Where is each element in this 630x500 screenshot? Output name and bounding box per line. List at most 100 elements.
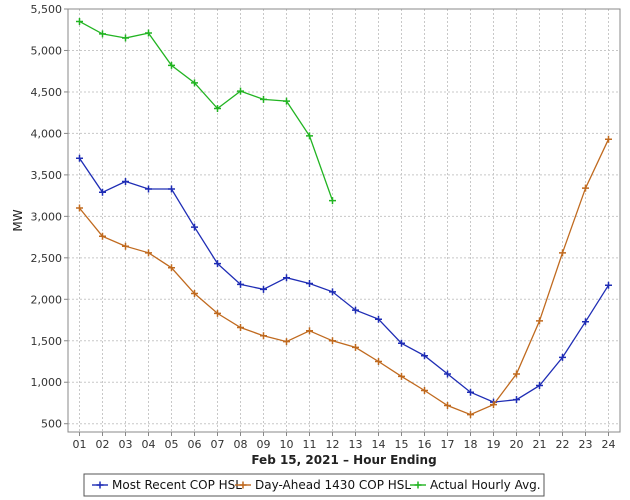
x-tick-label: 03 <box>119 438 133 451</box>
x-tick-label: 19 <box>487 438 501 451</box>
x-tick-label: 21 <box>533 438 547 451</box>
data-point <box>214 309 221 317</box>
y-tick-label: 1,500 <box>31 335 63 348</box>
data-point <box>329 197 336 205</box>
x-tick-label: 05 <box>165 438 179 451</box>
x-tick-label: 23 <box>579 438 593 451</box>
data-point <box>513 370 520 378</box>
data-point <box>283 338 290 346</box>
data-point <box>283 274 290 282</box>
data-point <box>329 288 336 296</box>
y-tick-label: 2,500 <box>31 252 63 265</box>
legend-item: Actual Hourly Avg. <box>410 478 541 492</box>
data-point <box>76 154 83 162</box>
data-point <box>306 280 313 288</box>
data-point <box>352 306 359 314</box>
data-point <box>605 135 612 143</box>
y-tick-label: 1,000 <box>31 376 63 389</box>
x-tick-label: 07 <box>211 438 225 451</box>
data-point <box>513 396 520 404</box>
data-point <box>536 317 543 325</box>
y-tick-label: 3,000 <box>31 210 63 223</box>
data-point <box>306 132 313 140</box>
data-point <box>145 185 152 193</box>
data-point <box>145 29 152 37</box>
plot-area <box>68 9 620 432</box>
data-point <box>260 285 267 293</box>
x-tick-label: 12 <box>326 438 340 451</box>
data-point <box>421 352 428 360</box>
legend-label: Actual Hourly Avg. <box>430 478 541 492</box>
data-point <box>444 401 451 409</box>
y-tick-label: 4,000 <box>31 127 63 140</box>
data-point <box>582 318 589 326</box>
x-tick-label: 02 <box>96 438 110 451</box>
data-point <box>122 178 129 186</box>
data-point <box>398 372 405 380</box>
legend-item: Day-Ahead 1430 COP HSL <box>235 478 411 492</box>
data-point <box>444 370 451 378</box>
data-point <box>467 388 474 396</box>
data-point <box>214 105 221 113</box>
x-axis-label: Feb 15, 2021 – Hour Ending <box>251 453 436 467</box>
x-tick-label: 01 <box>73 438 87 451</box>
x-tick-label: 15 <box>395 438 409 451</box>
data-point <box>145 249 152 257</box>
data-point <box>490 401 497 409</box>
data-point <box>375 315 382 323</box>
data-point <box>168 61 175 69</box>
x-tick-label: 18 <box>464 438 478 451</box>
y-tick-label: 4,500 <box>31 86 63 99</box>
data-point <box>191 223 198 231</box>
legend-swatch-marker <box>96 481 104 489</box>
x-tick-label: 17 <box>441 438 455 451</box>
y-tick-label: 5,500 <box>31 3 63 16</box>
x-tick-label: 14 <box>372 438 386 451</box>
y-tick-label: 2,000 <box>31 293 63 306</box>
y-axis-ticks: 500 1,000 1,500 2,000 2,500 3,000 3,500 4,000 4,… <box>31 3 68 431</box>
series-2 <box>76 135 612 419</box>
legend-swatch-marker <box>414 481 422 489</box>
data-point <box>76 17 83 25</box>
x-tick-label: 24 <box>602 438 616 451</box>
data-point <box>214 260 221 268</box>
data-point <box>467 411 474 419</box>
x-tick-label: 20 <box>510 438 524 451</box>
data-point <box>122 242 129 250</box>
legend-label: Most Recent COP HSL <box>112 478 242 492</box>
data-point <box>421 387 428 395</box>
series-line <box>78 157 610 403</box>
data-point <box>76 204 83 212</box>
data-point <box>168 185 175 193</box>
legend-box <box>83 473 545 497</box>
y-tick-label: 5,000 <box>31 44 63 57</box>
data-point <box>237 280 244 288</box>
data-point <box>329 337 336 345</box>
series-line <box>79 20 334 201</box>
data-point <box>605 281 612 289</box>
x-tick-label: 09 <box>257 438 271 451</box>
data-point <box>283 97 290 105</box>
y-tick-label: 3,500 <box>31 169 63 182</box>
legend-item: Most Recent COP HSL <box>92 478 242 492</box>
x-tick-label: 04 <box>142 438 156 451</box>
legend-label: Day-Ahead 1430 COP HSL <box>255 478 411 492</box>
y-axis-label: MW <box>11 209 25 231</box>
data-point <box>582 184 589 192</box>
series-line <box>78 138 610 416</box>
x-tick-label: 13 <box>349 438 363 451</box>
data-point <box>168 264 175 272</box>
y-tick-label: 500 <box>41 418 62 431</box>
data-point <box>398 339 405 347</box>
x-tick-label: 22 <box>556 438 570 451</box>
series-1 <box>76 154 612 406</box>
data-point <box>306 327 313 335</box>
data-point <box>536 382 543 390</box>
data-point <box>191 289 198 297</box>
data-point <box>237 87 244 95</box>
x-tick-label: 08 <box>234 438 248 451</box>
x-tick-label: 11 <box>303 438 317 451</box>
legend-swatch-marker <box>239 481 247 489</box>
data-point <box>375 358 382 365</box>
